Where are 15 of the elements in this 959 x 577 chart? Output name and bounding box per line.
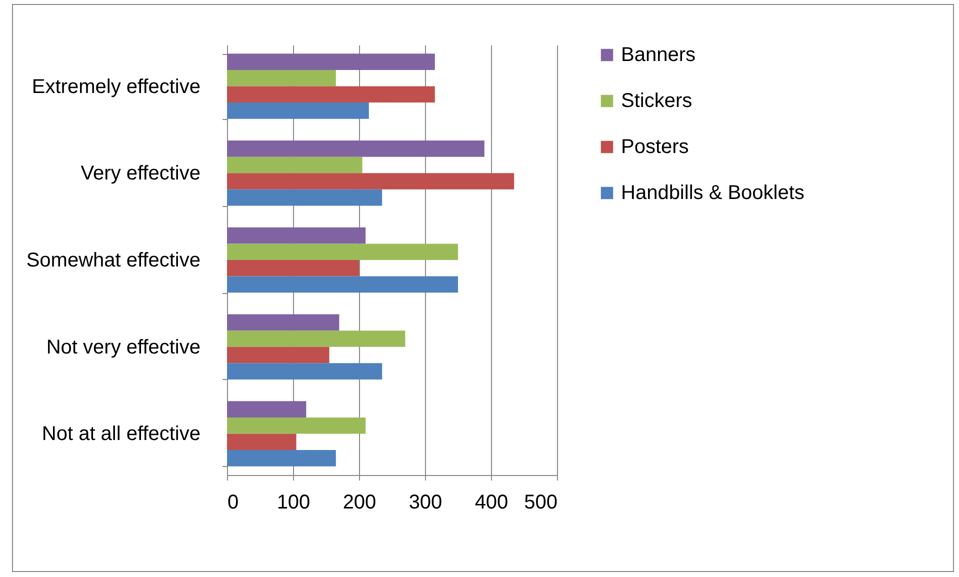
y-tick-label: Not very effective [46, 336, 200, 358]
legend-label: Stickers [621, 90, 692, 112]
x-tick-label: 400 [474, 492, 508, 514]
legend-label: Handbills & Booklets [621, 182, 804, 204]
x-tick-label: 0 [228, 492, 239, 514]
y-tick-label: Extremely effective [32, 76, 200, 98]
legend-label: Posters [621, 136, 689, 158]
y-tick-label: Somewhat effective [26, 250, 200, 272]
legend-label: Banners [621, 44, 696, 66]
y-tick-label: Not at all effective [42, 423, 200, 446]
x-tick-label: 100 [276, 492, 310, 514]
x-tick-label: 200 [342, 492, 376, 514]
x-tick-label: 300 [408, 492, 442, 514]
x-tick-label: 500 [524, 492, 558, 514]
y-tick-label: Very effective [80, 162, 200, 185]
